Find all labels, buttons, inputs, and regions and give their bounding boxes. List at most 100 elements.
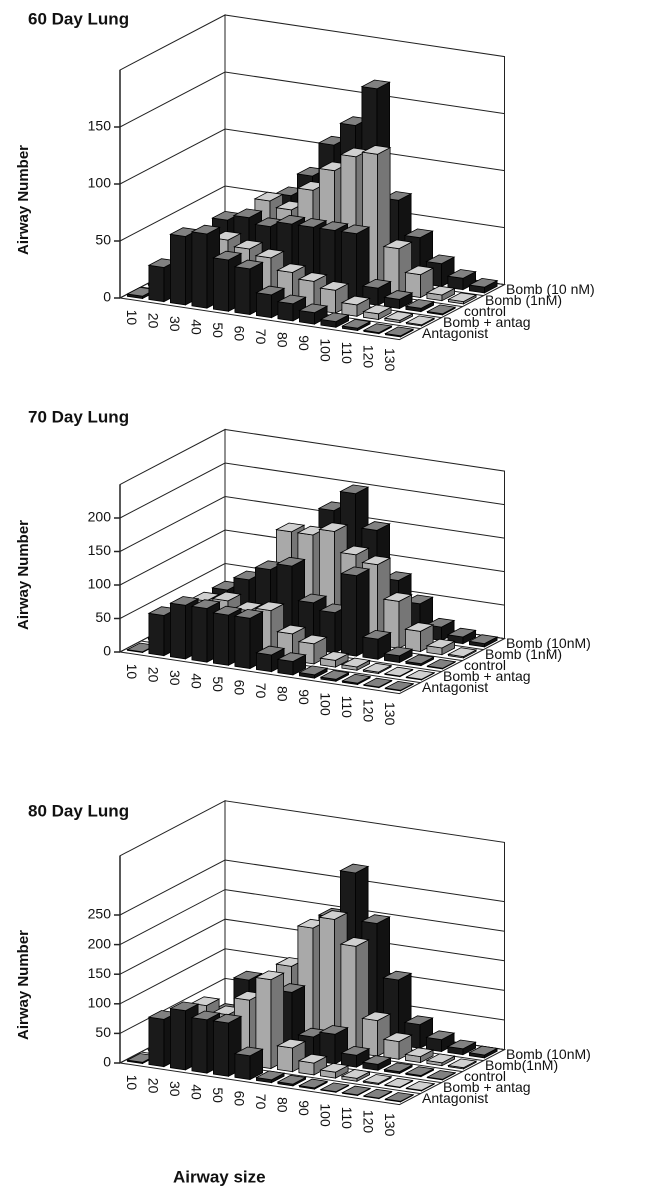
bar-front [169, 602, 186, 660]
y-tick-label: 100 [88, 995, 112, 1011]
x-tick-label: 10 [124, 664, 140, 680]
bar-front [383, 1038, 400, 1060]
bar [405, 669, 436, 681]
bar [255, 1070, 286, 1084]
bar-top [360, 79, 391, 90]
legend-label: Bomb + antag [443, 314, 531, 330]
bar-top [468, 1045, 499, 1056]
bar [426, 304, 457, 316]
bar-front [234, 1053, 251, 1080]
bar-top [341, 673, 372, 684]
bar-top [340, 657, 371, 668]
bar-top [362, 662, 393, 673]
x-tick-label: 110 [339, 342, 355, 365]
bar [319, 1062, 350, 1079]
bar [383, 1062, 414, 1075]
bar-front [212, 612, 229, 666]
bar-front [276, 1045, 293, 1073]
bar-top [382, 1032, 413, 1043]
bar-top [254, 601, 285, 612]
bar [383, 311, 414, 324]
x-tick-label: 50 [210, 322, 226, 338]
y-tick-label: 50 [95, 609, 111, 625]
bar-top [319, 670, 350, 680]
bar-front [255, 652, 272, 673]
bar-front [212, 1020, 229, 1077]
bar-front [169, 233, 186, 306]
bar-top [404, 622, 435, 632]
bar [446, 1039, 477, 1056]
bar-top [447, 647, 478, 658]
y-tick-label: 50 [95, 1024, 111, 1040]
grid-line [119, 495, 505, 552]
x-tick-label: 100 [318, 692, 334, 716]
legend-label: Antagonist [422, 1090, 488, 1106]
bar-top [318, 522, 349, 532]
bar [319, 670, 350, 682]
bar-top [404, 654, 435, 665]
bar-top [169, 596, 200, 606]
bar [383, 1077, 414, 1089]
bar-front [234, 615, 251, 669]
bar [276, 1074, 307, 1087]
legend-label: Bomb (10nM) [506, 635, 591, 651]
legend-label: control [464, 303, 506, 319]
bar-top [233, 1046, 264, 1057]
legend-label: Bomb + antag [443, 668, 531, 684]
bar-front [148, 1016, 165, 1068]
bar-top [446, 1039, 477, 1050]
bar-top [405, 669, 436, 680]
bar [405, 1081, 436, 1092]
grid-line [119, 128, 505, 185]
bar-top [362, 1074, 393, 1084]
bar-top [253, 191, 284, 202]
legend-label: control [464, 657, 506, 673]
bar-top [446, 627, 477, 638]
bar-front [169, 1008, 186, 1071]
bar-top [360, 521, 391, 531]
bar-top [233, 239, 264, 250]
bar-top [276, 294, 307, 305]
bar-top [169, 1001, 200, 1012]
x-tick-label: 30 [167, 1081, 183, 1097]
bar-top [339, 863, 370, 874]
y-tick-label: 100 [88, 175, 112, 191]
bar-top [383, 290, 414, 300]
bar-top [360, 914, 391, 924]
x-tick-label: 110 [339, 696, 355, 719]
bar [319, 651, 350, 668]
y-tick-label: 150 [88, 118, 112, 134]
bar-top [255, 285, 286, 296]
bar [447, 292, 478, 305]
bar [341, 1085, 372, 1097]
bar-top [340, 566, 371, 577]
bar [468, 1045, 499, 1059]
bar-top [468, 277, 499, 288]
x-tick-label: 120 [361, 699, 377, 723]
bar [447, 647, 478, 659]
bar-top [211, 591, 242, 602]
bar-top [233, 608, 264, 619]
bar [384, 326, 415, 338]
bar-top [275, 214, 306, 225]
bar-top [383, 311, 414, 321]
bar [468, 634, 499, 648]
bar-top [297, 593, 328, 604]
bar-top [405, 315, 436, 326]
bar [426, 658, 457, 670]
x-tick-label: 60 [232, 680, 248, 696]
bar-front [277, 301, 294, 322]
legend-label: Bomb (10 nM) [506, 281, 595, 297]
bar [384, 1092, 415, 1103]
bar [383, 666, 414, 678]
bar [362, 304, 393, 321]
bar [425, 1053, 456, 1067]
bar-top [384, 326, 415, 337]
bar [404, 299, 435, 313]
bar [340, 566, 371, 657]
bar-top [361, 629, 392, 640]
bar [233, 1046, 264, 1081]
y-axis-label: Airway Number [15, 145, 32, 255]
x-tick-label: 90 [296, 335, 312, 351]
x-tick-label: 120 [361, 1110, 377, 1134]
